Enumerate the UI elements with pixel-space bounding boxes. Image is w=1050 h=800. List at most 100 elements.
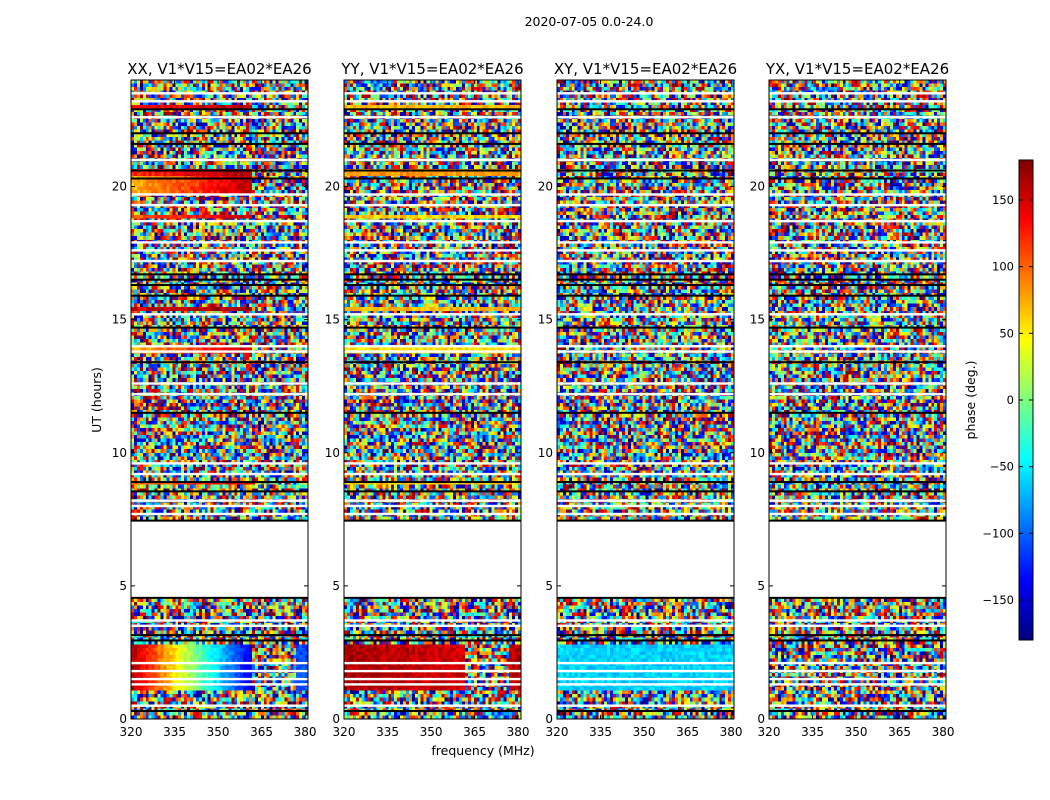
phase-cell xyxy=(225,214,229,219)
phase-cell xyxy=(181,346,185,351)
phase-cell xyxy=(154,328,158,333)
phase-cell xyxy=(142,154,147,159)
phase-cell xyxy=(231,300,235,305)
phase-cell xyxy=(305,197,309,202)
phase-cell xyxy=(175,229,179,234)
phase-cell xyxy=(243,232,247,237)
phase-cell xyxy=(163,314,167,319)
phase-cell xyxy=(251,200,256,205)
phase-cell xyxy=(163,108,167,113)
phase-cell xyxy=(281,122,285,127)
phase-cell xyxy=(207,236,212,241)
phase-cell xyxy=(210,278,214,283)
phase-cell xyxy=(187,296,191,301)
phase-cell xyxy=(219,83,223,88)
phase-cell xyxy=(222,211,226,216)
phase-cell xyxy=(172,321,176,326)
phase-cell xyxy=(198,364,203,368)
phase-cell xyxy=(163,317,167,322)
phase-cell xyxy=(243,165,247,170)
phase-cell xyxy=(131,307,135,312)
phase-cell xyxy=(151,342,155,347)
phase-cell xyxy=(234,275,238,280)
phase-cell xyxy=(204,261,209,265)
phase-cell xyxy=(219,126,223,131)
phase-cell xyxy=(296,101,300,106)
phase-cell xyxy=(131,257,135,262)
phase-cell xyxy=(275,317,279,322)
phase-cell xyxy=(172,182,176,187)
phase-cell xyxy=(257,126,262,131)
phase-cell xyxy=(163,83,167,88)
phase-cell xyxy=(131,97,135,102)
phase-cell xyxy=(192,161,197,166)
phase-cell xyxy=(222,225,226,230)
phase-cell xyxy=(160,222,164,226)
phase-cell xyxy=(201,101,206,106)
phase-cell xyxy=(249,342,253,347)
phase-cell xyxy=(293,232,297,237)
phase-cell xyxy=(181,328,185,333)
phase-cell xyxy=(133,275,138,280)
phase-cell xyxy=(281,317,285,322)
phase-cell xyxy=(210,108,214,113)
phase-cell xyxy=(136,303,141,308)
phase-cell xyxy=(175,243,179,248)
phase-cell xyxy=(204,257,209,262)
phase-cell xyxy=(260,310,265,315)
phase-cell xyxy=(198,197,203,202)
phase-cell xyxy=(237,371,241,376)
phase-cell xyxy=(198,253,203,258)
phase-cell xyxy=(198,300,203,305)
phase-cell xyxy=(213,111,217,116)
phase-cell xyxy=(228,275,232,280)
phase-cell xyxy=(216,321,220,326)
phase-cell xyxy=(175,310,179,315)
phase-cell xyxy=(204,317,209,322)
phase-cell xyxy=(207,264,212,269)
phase-cell xyxy=(287,246,291,251)
phase-cell xyxy=(169,111,173,116)
phase-cell xyxy=(284,307,288,312)
phase-cell xyxy=(251,285,256,290)
phase-cell xyxy=(254,94,259,99)
phase-cell xyxy=(243,229,247,234)
phase-cell xyxy=(210,186,214,191)
phase-cell xyxy=(302,346,306,351)
phase-cell xyxy=(266,278,271,283)
phase-cell xyxy=(249,214,253,219)
phase-cell xyxy=(281,182,285,187)
phase-cell xyxy=(278,140,282,145)
phase-cell xyxy=(290,207,294,212)
phase-cell xyxy=(269,222,273,226)
phase-cell xyxy=(225,97,229,102)
phase-cell xyxy=(151,367,155,372)
phase-cell xyxy=(160,236,164,241)
phase-cell xyxy=(290,232,294,237)
phase-cell xyxy=(290,261,294,265)
phase-cell xyxy=(305,147,309,152)
phase-cell xyxy=(160,154,164,159)
phase-cell xyxy=(154,211,158,216)
phase-cell xyxy=(254,200,259,205)
phase-cell xyxy=(257,83,262,88)
phase-cell xyxy=(266,126,271,131)
phase-cell xyxy=(178,104,182,109)
phase-cell xyxy=(305,87,309,92)
phase-cell xyxy=(254,179,259,184)
phase-cell xyxy=(296,108,300,113)
phase-cell xyxy=(154,179,158,184)
phase-cell xyxy=(187,264,191,269)
phase-cell xyxy=(234,300,238,305)
phase-cell xyxy=(178,364,182,368)
phase-cell xyxy=(246,310,250,315)
phase-cell xyxy=(225,151,229,155)
phase-cell xyxy=(169,307,173,312)
phase-cell xyxy=(287,243,291,248)
phase-cell xyxy=(299,133,303,138)
phase-cell xyxy=(266,165,271,170)
phase-cell xyxy=(139,129,144,134)
phase-cell xyxy=(219,232,223,237)
phase-cell xyxy=(178,268,182,273)
phase-cell xyxy=(133,335,138,340)
